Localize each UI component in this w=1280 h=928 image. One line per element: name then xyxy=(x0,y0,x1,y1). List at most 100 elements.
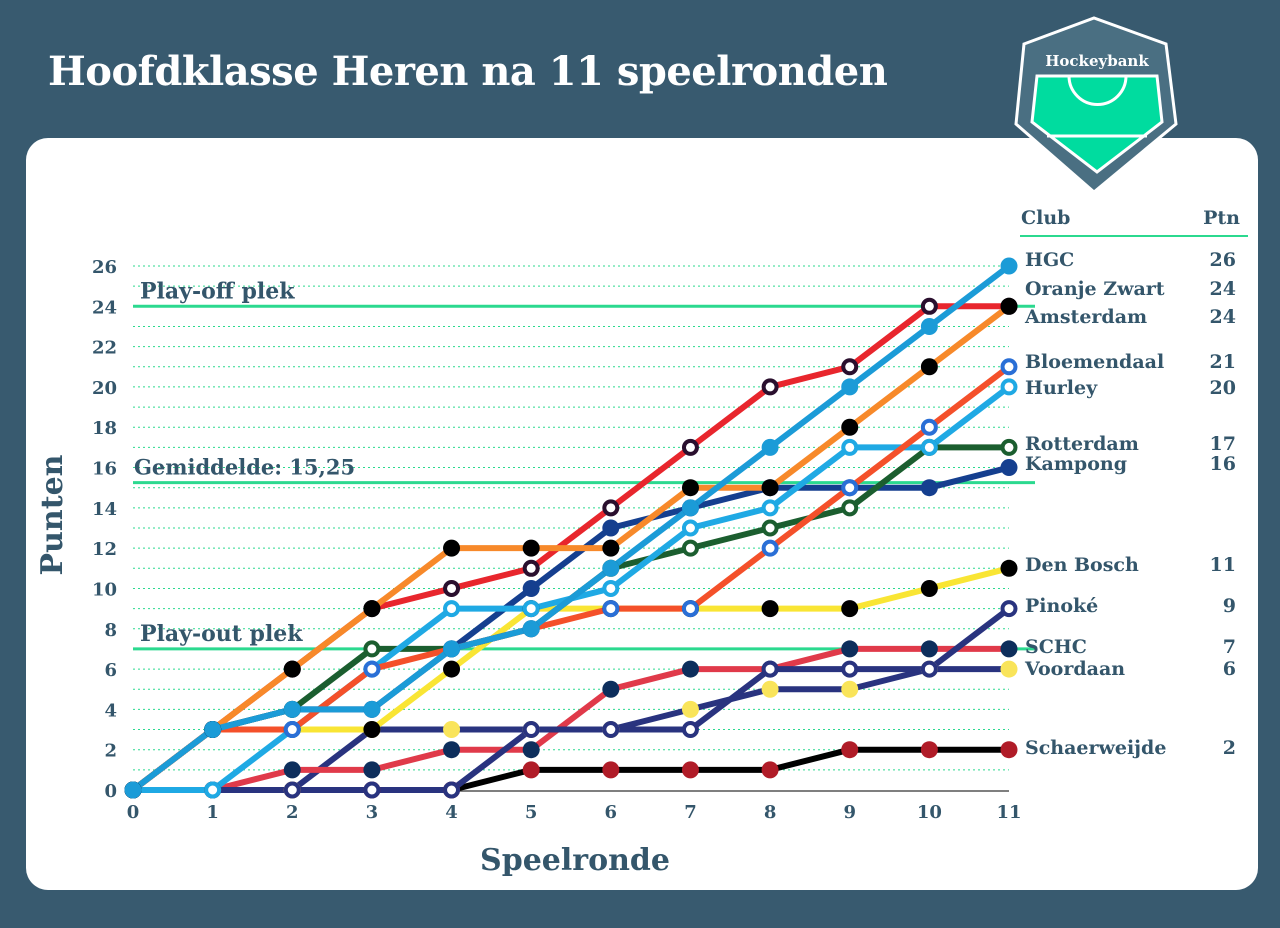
data-point xyxy=(761,761,779,779)
data-point xyxy=(602,499,620,517)
y-tick-label: 4 xyxy=(104,700,117,721)
data-point xyxy=(1000,559,1018,577)
series-line-pinok- xyxy=(133,606,1011,793)
legend-club-points: 9 xyxy=(1223,595,1236,617)
data-point xyxy=(841,680,859,698)
data-point xyxy=(681,700,699,718)
data-point xyxy=(522,761,540,779)
legend-club-name: Voordaan xyxy=(1024,658,1125,680)
data-point xyxy=(283,781,301,799)
data-point xyxy=(841,358,859,376)
legend-club-name: SCHC xyxy=(1025,636,1087,658)
data-point xyxy=(681,539,699,557)
legend-club-name: Schaerweijde xyxy=(1025,737,1166,759)
legend-club-name: Kampong xyxy=(1025,453,1127,475)
data-point xyxy=(681,519,699,537)
chart-card xyxy=(26,138,1258,890)
data-point xyxy=(602,579,620,597)
data-point xyxy=(1000,297,1018,315)
reference-line-label: Play-out plek xyxy=(140,621,303,647)
y-tick-label: 8 xyxy=(104,620,117,641)
legend-club-name: HGC xyxy=(1025,249,1074,271)
data-point xyxy=(920,438,938,456)
data-point xyxy=(443,600,461,618)
data-point xyxy=(761,680,779,698)
legend-club-name: Oranje Zwart xyxy=(1025,278,1165,300)
data-point xyxy=(363,761,381,779)
y-tick-label: 16 xyxy=(92,459,117,480)
reference-line-label: Gemiddelde: 15,25 xyxy=(134,455,355,480)
data-point xyxy=(920,317,938,335)
data-point xyxy=(522,741,540,759)
y-tick-label: 24 xyxy=(92,297,117,318)
series-line-schc xyxy=(133,645,1009,793)
legend-club-points: 16 xyxy=(1210,453,1236,475)
data-point xyxy=(841,418,859,436)
data-point xyxy=(363,781,381,799)
data-point xyxy=(124,781,142,799)
data-point xyxy=(761,660,779,678)
data-point xyxy=(443,781,461,799)
data-point xyxy=(681,761,699,779)
data-point xyxy=(522,721,540,739)
data-point xyxy=(681,600,699,618)
data-point xyxy=(602,539,620,557)
y-tick-label: 22 xyxy=(92,338,117,359)
data-point xyxy=(920,660,938,678)
data-point xyxy=(522,539,540,557)
x-tick-label: 2 xyxy=(286,802,299,823)
x-tick-label: 4 xyxy=(445,802,458,823)
legend-club-name: Hurley xyxy=(1025,377,1098,399)
data-point xyxy=(363,600,381,618)
legend-club-points: 11 xyxy=(1210,554,1236,576)
data-point xyxy=(841,741,859,759)
data-point xyxy=(443,539,461,557)
data-point xyxy=(1000,257,1018,275)
x-tick-label: 9 xyxy=(843,802,856,823)
data-point xyxy=(761,479,779,497)
data-point xyxy=(283,660,301,678)
data-point xyxy=(204,781,222,799)
legend-club-points: 2 xyxy=(1223,737,1236,759)
series-line-oranje-zwart xyxy=(131,303,1011,793)
legend-club-name: Bloemendaal xyxy=(1025,351,1164,373)
x-tick-label: 10 xyxy=(917,802,942,823)
data-point xyxy=(363,660,381,678)
data-point xyxy=(1000,358,1018,376)
legend-club-name: Rotterdam xyxy=(1025,433,1139,455)
data-point xyxy=(920,579,938,597)
data-point xyxy=(920,741,938,759)
data-point xyxy=(1000,600,1018,618)
page-title: Hoofdklasse Heren na 11 speelronden xyxy=(48,48,888,95)
data-point xyxy=(363,700,381,718)
legend-club-points: 24 xyxy=(1210,306,1236,328)
data-point xyxy=(841,438,859,456)
data-point xyxy=(363,640,381,658)
data-point xyxy=(522,600,540,618)
y-tick-label: 18 xyxy=(92,418,117,439)
data-point xyxy=(443,640,461,658)
data-point xyxy=(761,539,779,557)
y-axis-title: Punten xyxy=(35,454,70,575)
series-line-hgc xyxy=(131,263,1011,793)
data-point xyxy=(1000,640,1018,658)
x-tick-label: 7 xyxy=(684,802,697,823)
legend-club-points: 24 xyxy=(1210,278,1236,300)
data-point xyxy=(761,438,779,456)
data-point xyxy=(204,721,222,739)
data-point xyxy=(363,721,381,739)
data-point xyxy=(1000,660,1018,678)
legend-club-name: Pinoké xyxy=(1025,595,1098,617)
series-line-bloemendaal xyxy=(131,364,1011,793)
x-tick-label: 1 xyxy=(206,802,219,823)
data-point xyxy=(443,721,461,739)
data-point xyxy=(443,579,461,597)
x-tick-label: 11 xyxy=(996,802,1021,823)
data-point xyxy=(841,600,859,618)
y-tick-label: 20 xyxy=(92,378,117,399)
data-point xyxy=(1000,459,1018,477)
data-point xyxy=(681,499,699,517)
x-axis-title: Speelronde xyxy=(480,843,670,878)
data-point xyxy=(761,600,779,618)
legend-club-points: 26 xyxy=(1210,249,1236,271)
